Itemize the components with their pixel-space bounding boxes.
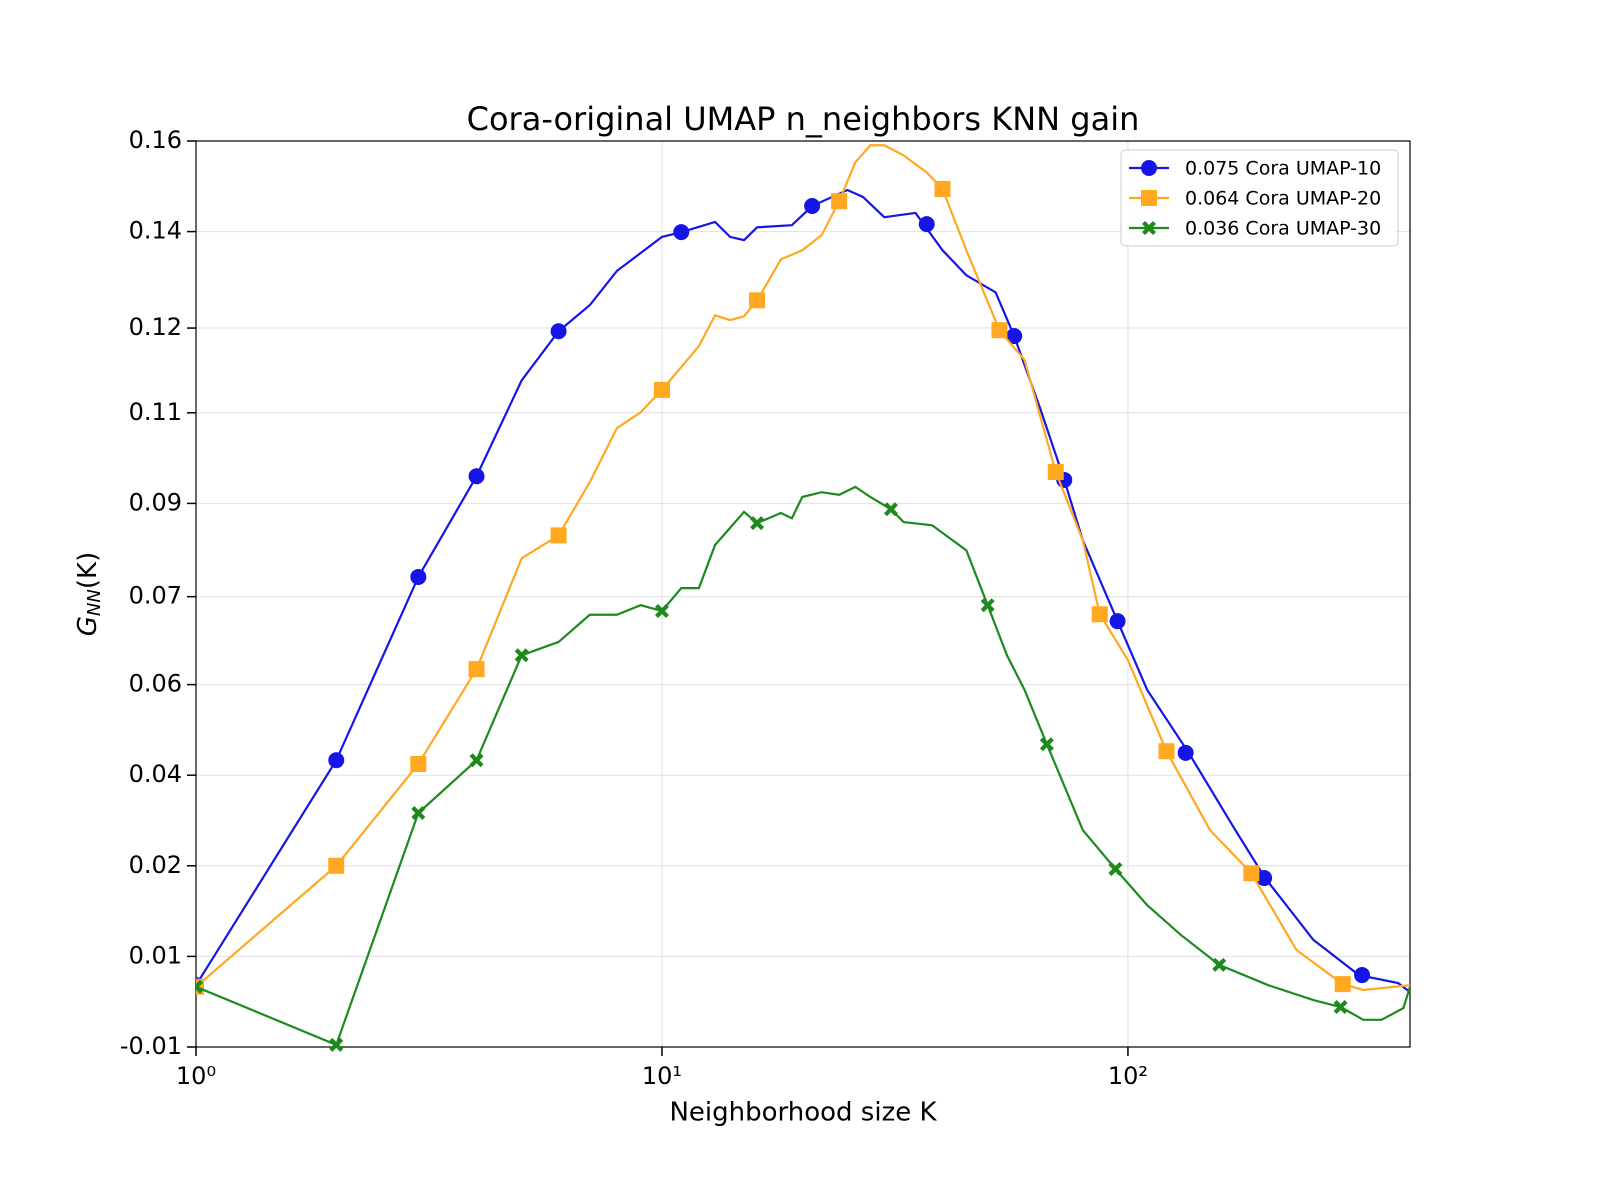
- x-tick-label: 10¹: [642, 1062, 682, 1090]
- marker: [1047, 463, 1064, 480]
- x-axis-label: Neighborhood size K: [669, 1098, 937, 1128]
- marker: [1108, 861, 1123, 876]
- marker: [1091, 606, 1108, 623]
- marker: [469, 753, 484, 768]
- y-tick-label: 0.02: [129, 851, 182, 879]
- marker: [1039, 737, 1054, 752]
- marker: [196, 979, 203, 994]
- marker: [1212, 957, 1227, 972]
- marker: [980, 598, 995, 613]
- legend-label: 0.075 Cora UMAP-10: [1185, 158, 1381, 180]
- marker: [673, 224, 690, 241]
- marker: [1006, 328, 1023, 345]
- series-line: [196, 188, 1410, 993]
- legend-marker: [1142, 221, 1156, 235]
- marker: [514, 648, 529, 663]
- y-tick-label: 0.12: [129, 313, 182, 341]
- y-label-tail: (K): [73, 552, 103, 589]
- marker: [328, 857, 345, 874]
- legend-box: [1120, 149, 1399, 247]
- x-tick-label: 10²: [1108, 1062, 1148, 1090]
- marker: [411, 806, 426, 821]
- marker: [804, 198, 821, 215]
- y-tick-label: 0.07: [129, 582, 182, 610]
- series: [196, 144, 1410, 995]
- y-label-main: G: [73, 616, 103, 636]
- y-label-sub: NN: [84, 589, 105, 616]
- marker: [550, 527, 567, 544]
- y-tick-label: 0.14: [129, 217, 182, 245]
- legend-label: 0.064 Cora UMAP-20: [1185, 188, 1381, 210]
- legend-marker: [1141, 160, 1157, 176]
- marker: [1354, 967, 1371, 984]
- y-tick-label: 0.01: [129, 941, 182, 969]
- marker: [1158, 743, 1175, 760]
- marker: [1109, 613, 1126, 630]
- marker: [991, 322, 1008, 339]
- marker: [831, 193, 848, 210]
- marker: [918, 216, 935, 233]
- y-tick-label: 0.06: [129, 670, 182, 698]
- y-tick-label: 0.16: [129, 126, 182, 154]
- legend-label: 0.036 Cora UMAP-30: [1185, 218, 1381, 240]
- series: [196, 485, 1410, 1052]
- y-tick-label: 0.11: [129, 398, 182, 426]
- marker: [654, 604, 669, 619]
- marker: [1334, 976, 1351, 993]
- x-tick-label: 10⁰: [176, 1062, 216, 1090]
- marker: [653, 381, 670, 398]
- chart-title: Cora-original UMAP n_neighbors KNN gain: [467, 100, 1140, 138]
- legend-marker: [1141, 190, 1157, 206]
- marker: [883, 502, 898, 517]
- marker: [1243, 865, 1260, 882]
- series-line: [196, 144, 1410, 992]
- marker: [329, 1037, 344, 1052]
- y-tick-label: 0.09: [129, 488, 182, 516]
- marker: [1256, 870, 1273, 887]
- y-axis-label: GNN(K): [73, 552, 106, 636]
- marker: [468, 468, 485, 485]
- marker: [750, 516, 765, 531]
- marker: [410, 756, 427, 773]
- marker: [1333, 1000, 1348, 1015]
- marker: [468, 661, 485, 678]
- marker: [196, 978, 204, 995]
- marker: [328, 752, 345, 769]
- marker: [550, 323, 567, 340]
- marker: [934, 180, 951, 197]
- marker: [1177, 744, 1194, 761]
- marker: [410, 568, 427, 585]
- marker: [749, 292, 766, 309]
- plot-frame: [195, 140, 1411, 1048]
- y-tick-label: -0.01: [120, 1032, 182, 1060]
- y-tick-label: 0.04: [129, 760, 182, 788]
